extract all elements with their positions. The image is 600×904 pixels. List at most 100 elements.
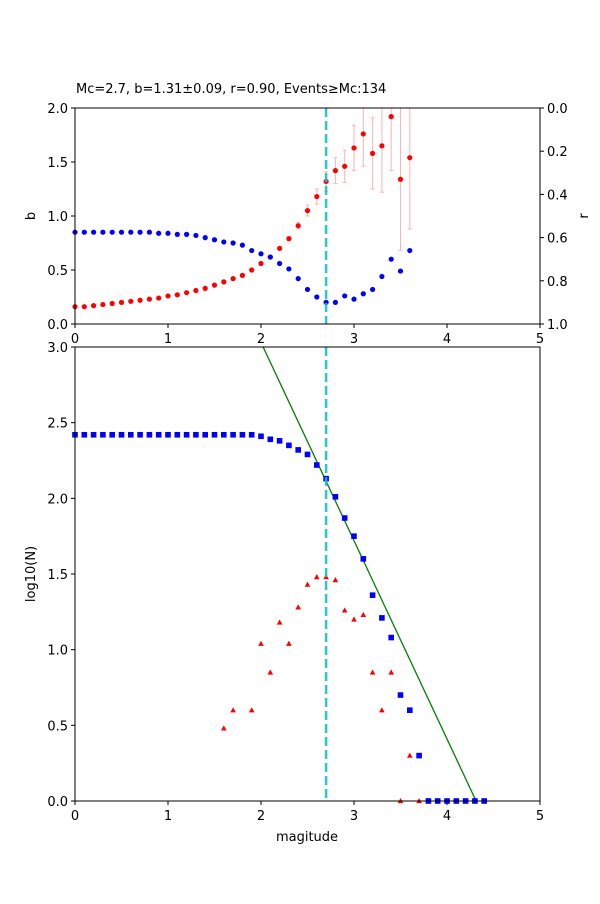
data-point-r	[323, 299, 329, 305]
y-tick-label: 2.5	[47, 417, 68, 432]
data-point-non-cumulative	[230, 707, 236, 713]
data-point-cumulative	[183, 431, 190, 438]
y-tick-label: 0.0	[47, 318, 68, 333]
data-point-r	[388, 256, 394, 262]
data-point-r	[286, 266, 292, 272]
x-tick-label: 0	[71, 809, 79, 824]
data-point-r	[332, 299, 338, 305]
bottom-y-label: log10(N)	[24, 546, 39, 602]
data-point-cumulative	[379, 615, 385, 621]
x-tick-label: 2	[257, 809, 265, 824]
data-point-cumulative	[295, 447, 301, 453]
data-point-non-cumulative	[369, 669, 376, 675]
data-point-cumulative	[258, 433, 264, 440]
y-tick-label: 1.5	[47, 568, 68, 583]
data-point-non-cumulative	[379, 707, 385, 713]
data-point-b-value	[156, 295, 162, 301]
data-point-r	[100, 229, 106, 235]
data-point-cumulative	[109, 431, 115, 438]
data-point-r	[379, 273, 385, 280]
data-point-cumulative	[239, 431, 246, 438]
y-tick-label: 0.5	[47, 719, 68, 734]
plot-area	[262, 347, 477, 801]
data-point-non-cumulative	[286, 640, 292, 646]
data-point-cumulative	[369, 592, 376, 598]
y-tick-label: 2.0	[47, 102, 68, 117]
data-point-cumulative	[304, 451, 311, 458]
data-point-cumulative	[248, 431, 255, 438]
data-point-r	[295, 276, 301, 282]
gr-fit-line	[262, 347, 477, 801]
data-point-r	[128, 229, 134, 235]
x-tick-label: 4	[443, 809, 451, 824]
data-point-r	[109, 229, 115, 235]
data-point-b-value	[258, 260, 264, 267]
data-point-r	[407, 247, 413, 254]
data-point-cumulative	[230, 431, 236, 438]
data-point-cumulative	[81, 431, 88, 438]
data-point-non-cumulative	[276, 619, 283, 625]
data-point-b-value	[249, 267, 255, 273]
data-point-b-value	[370, 150, 376, 156]
data-point-r	[118, 229, 125, 235]
data-point-cumulative	[90, 431, 97, 438]
top-y-right-label: r	[577, 213, 592, 219]
x-tick-label: 4	[443, 332, 451, 347]
y-tick-label: 2.0	[47, 492, 68, 507]
data-point-b-value	[211, 282, 218, 288]
x-tick-label: 5	[536, 332, 544, 347]
data-point-cumulative	[211, 431, 218, 438]
data-point-cumulative	[165, 431, 171, 438]
data-point-b-value	[81, 304, 87, 310]
data-point-cumulative	[118, 431, 125, 438]
data-point-b-value	[314, 193, 320, 200]
data-point-r	[193, 232, 199, 239]
y-tick-label: 1.0	[47, 210, 68, 225]
data-point-r	[249, 247, 255, 254]
x-tick-label: 3	[350, 332, 358, 347]
data-point-r	[174, 231, 180, 237]
data-point-cumulative	[100, 431, 106, 438]
data-point-cumulative	[341, 515, 348, 521]
data-point-r	[211, 237, 218, 243]
data-point-cumulative	[174, 431, 181, 438]
x-tick-label: 1	[164, 809, 172, 824]
data-point-b-value	[304, 208, 311, 214]
b-value-panel: 0 1 2 3 4 5 0.0 0.5 1.0 1.5 2.0 0.0 0.2 0.4 0.6 0.8 1.0	[47, 102, 568, 347]
data-point-b-value	[332, 168, 338, 174]
data-point-b-value	[174, 292, 180, 298]
data-point-b-value	[165, 293, 171, 299]
data-point-b-value	[407, 155, 413, 161]
data-point-b-value	[118, 299, 125, 305]
y-tick-label: 1.0	[47, 644, 68, 659]
x-tick-label: 1	[164, 332, 172, 347]
top-chart-title: Mc=2.7, b=1.31±0.09, r=0.90, Events≥Mc:1…	[76, 82, 386, 97]
data-point-b-value	[286, 236, 292, 242]
y-tick-label: 3.0	[47, 341, 68, 356]
data-point-cumulative	[360, 556, 367, 562]
data-point-cumulative	[332, 494, 339, 500]
data-point-r	[184, 231, 190, 237]
data-point-cumulative	[155, 431, 162, 438]
y-right-tick-label: 0.4	[547, 188, 568, 203]
data-point-non-cumulative	[304, 581, 311, 587]
data-point-non-cumulative	[388, 669, 394, 675]
data-point-cumulative	[351, 533, 357, 539]
bottom-x-label: magitude	[276, 830, 338, 845]
data-point-b-value	[202, 285, 208, 291]
y-tick-label: 0.0	[47, 795, 68, 810]
data-point-b-value	[277, 245, 283, 251]
data-point-r	[230, 240, 236, 246]
axes-frame	[74, 107, 541, 325]
data-point-cumulative	[416, 752, 422, 759]
data-point-r	[277, 260, 283, 267]
y-right-tick-label: 0.6	[547, 232, 568, 247]
data-point-non-cumulative	[221, 725, 227, 731]
data-point-non-cumulative	[341, 607, 348, 613]
data-point-b-value	[342, 163, 348, 169]
data-point-r	[360, 291, 366, 297]
data-point-non-cumulative	[351, 616, 357, 622]
data-point-b-value	[193, 287, 199, 294]
data-point-b-value	[351, 145, 357, 151]
data-point-b-value	[388, 114, 394, 120]
